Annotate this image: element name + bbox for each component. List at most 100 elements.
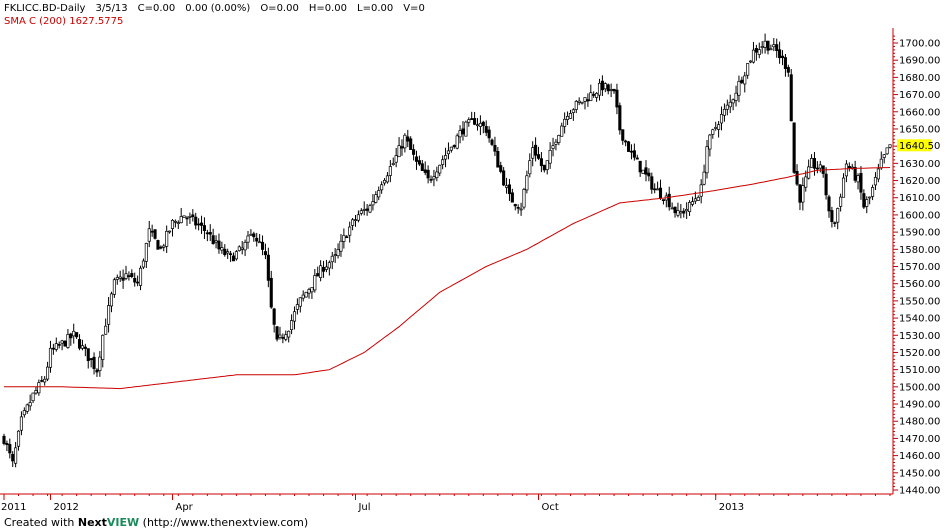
candle-body [673,206,677,214]
candle-body [618,105,622,131]
candle-body [31,392,35,402]
x-tick-label: 2013 [719,502,744,513]
candle-body [75,332,79,338]
candle-body [356,214,360,221]
candle-body [176,222,180,224]
candle-body [150,230,154,233]
candle-body [510,192,514,203]
candle-body [214,240,218,243]
candle-body [365,208,369,211]
candle-body [185,217,189,220]
candle-body [621,129,625,141]
candle-body [22,410,26,416]
y-tick-label: 1450.00 [899,468,940,479]
candle-body [351,219,355,226]
x-tick-label: Jul [357,502,370,513]
y-tick-label: 1440.00 [899,486,940,497]
candle-body [583,97,587,102]
candle-body [153,229,157,239]
candle-body [69,333,73,339]
candle-body [429,178,433,181]
candle-body [507,184,512,195]
candle-body [382,180,387,184]
y-tick-label: 1530.00 [899,331,940,342]
candle-body [545,160,549,171]
candle-body [266,254,270,281]
candle-body [321,267,326,272]
candle-body [711,129,715,135]
candle-body [751,49,756,63]
candle-body [423,169,427,173]
candle-body [714,127,718,129]
candle-body [336,249,340,257]
candle-body [249,233,253,236]
candle-body [563,118,567,127]
candle-body [275,326,279,340]
candle-body [612,88,616,92]
candle-body [28,402,32,407]
y-axis: 1440.00 1450.00 1460.00 1470.00 1480.00 1490.… [892,28,940,497]
candle-body [229,253,233,255]
candle-body [568,113,573,119]
candle-body [609,89,613,91]
candle-body [455,135,459,149]
symbol-label: FKLICC.BD [4,3,57,14]
candle-body [226,251,230,254]
candle-body [452,145,456,148]
candle-body [780,55,785,59]
candle-body [627,141,631,152]
candle-body [815,167,819,170]
y-tick-label: 1630.00 [899,159,940,170]
candle-body [696,197,700,201]
candle-body [374,194,378,203]
candle-body [46,366,50,380]
candle-body [542,164,546,171]
candle-body [836,208,840,223]
candle-body [83,346,87,349]
candle-body [624,140,628,143]
candle-body [571,109,575,113]
candle-body [60,340,64,344]
candle-body [757,49,761,55]
candle-body [14,447,18,464]
candle-body [435,171,439,178]
candle-body [353,219,358,221]
candle-body [818,164,822,169]
y-tick-label: 1540.00 [899,314,940,325]
candle-body [107,305,111,325]
candle-body [124,273,128,279]
candle-body [661,199,665,201]
candle-body [345,236,349,239]
candle-body [173,220,177,223]
candle-body [397,145,401,158]
candle-body [772,44,776,48]
candle-body [237,246,241,251]
candle-body [827,196,831,212]
candle-body [330,255,334,263]
candle-body [138,267,143,286]
candle-body [179,216,183,224]
candle-body [220,247,224,251]
candle-body [391,163,395,165]
candle-body [205,232,209,235]
candle-body [693,198,697,202]
candle-body [717,124,721,130]
candle-body [606,84,610,92]
sma-label: SMA C (200) 1627.5775 [4,16,124,27]
candle-body [644,167,648,175]
candle-body [118,276,122,279]
candle-body [63,340,67,347]
candle-body [359,210,363,214]
candle-body [603,83,607,90]
y-tick-label: 1700.00 [899,39,940,50]
y-tick-label: 1580.00 [899,245,940,256]
y-tick-label: 1520.00 [899,348,940,359]
y-tick-label: 1470.00 [899,434,940,445]
y-tick-label: 1600.00 [899,210,940,221]
candle-body [873,177,878,186]
candle-body [54,343,58,350]
candle-body [278,334,282,338]
candle-body [519,208,523,211]
candle-body [740,79,744,83]
